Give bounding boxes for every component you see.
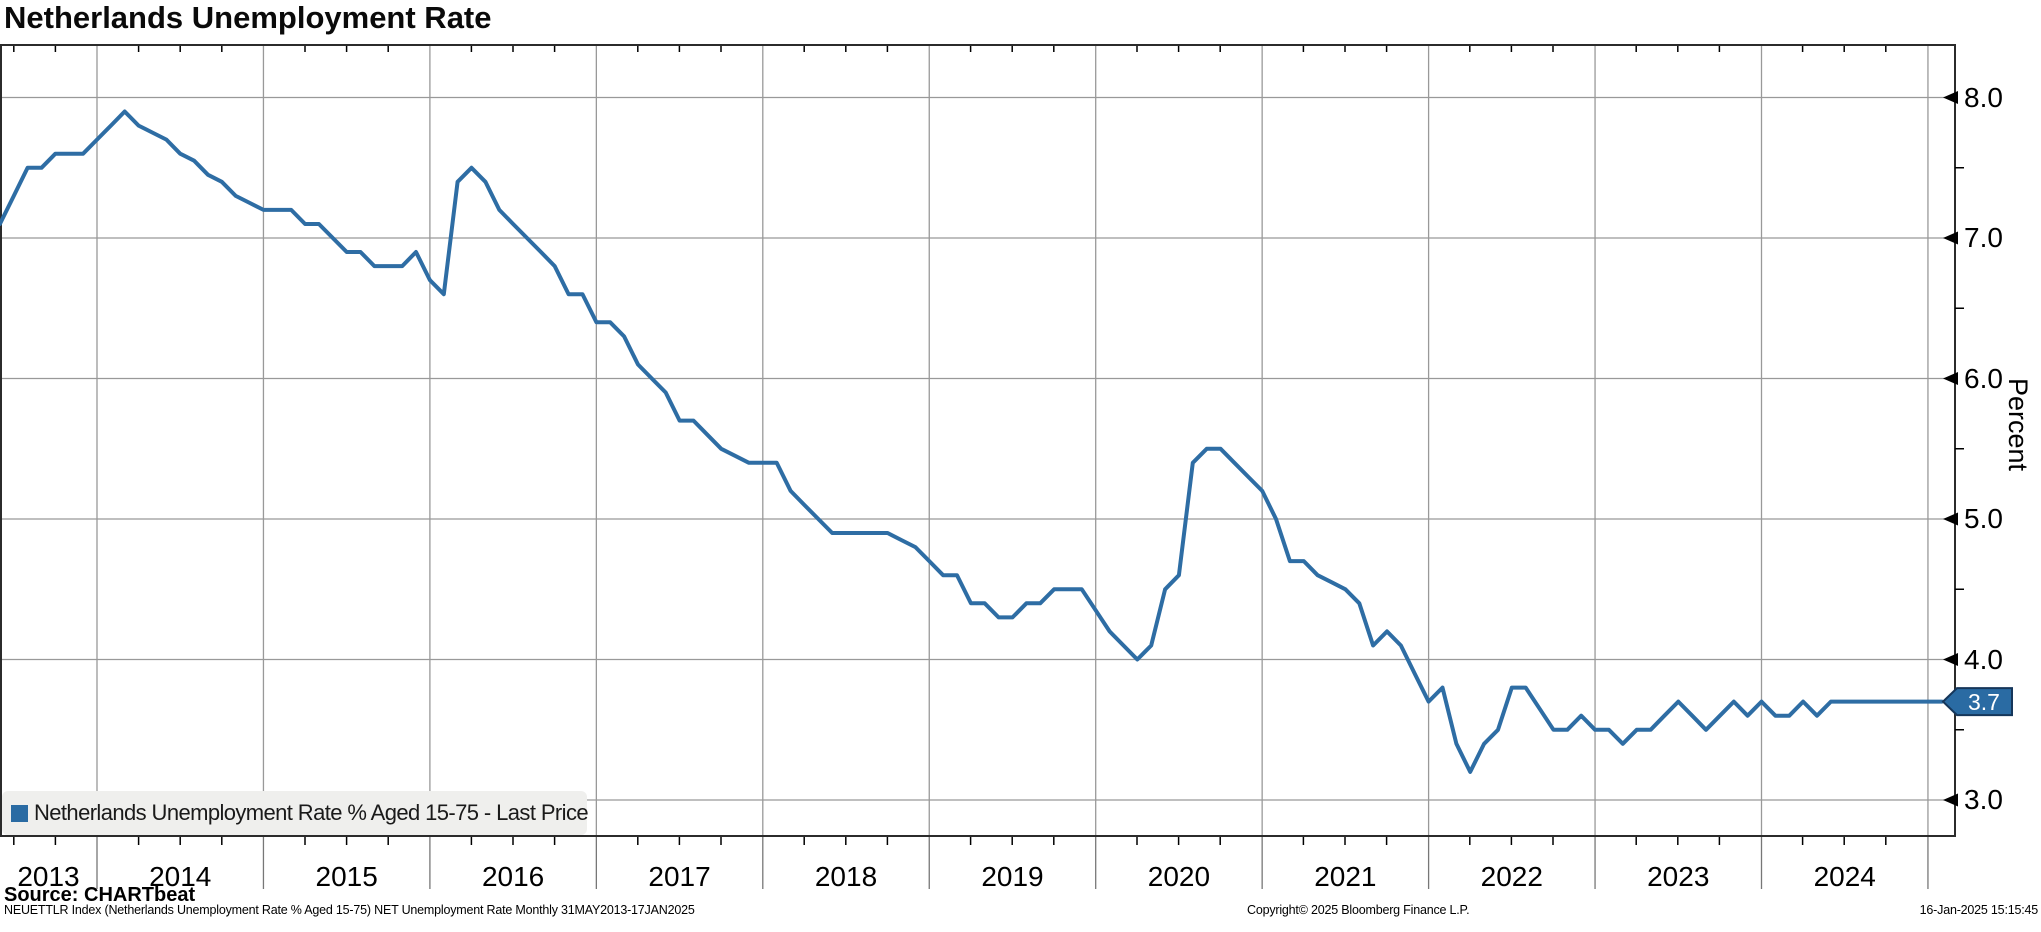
x-axis-year-label: 2023 <box>1647 861 1710 892</box>
x-axis-year-label: 2015 <box>315 861 378 892</box>
y-axis-tick-arrow-icon <box>1943 512 1958 526</box>
y-axis-tick-label: 7.0 <box>1964 222 2003 253</box>
x-axis-year-label: 2017 <box>648 861 711 892</box>
footer-copyright: Copyright© 2025 Bloomberg Finance L.P. <box>1247 903 1470 917</box>
y-axis-tick-label: 4.0 <box>1964 643 2003 675</box>
x-axis-year-label: 2020 <box>1147 861 1211 892</box>
y-axis-tick-label: 3.0 <box>1964 784 2003 815</box>
plot-border <box>0 44 1956 837</box>
legend-series-label: Netherlands Unemployment Rate % Aged 15-… <box>34 800 589 825</box>
source-label: Source: CHARTbeat <box>4 884 196 906</box>
y-axis-tick-arrow-icon <box>1943 91 1958 104</box>
y-axis-tick-arrow-icon <box>1943 653 1958 666</box>
last-price-badge: 3.7 <box>1968 688 2000 715</box>
x-axis-year-label: 2024 <box>1813 861 1876 892</box>
x-axis-year-label: 2022 <box>1480 861 1543 892</box>
y-axis-tick-label: 8.0 <box>1964 81 2003 113</box>
footer-ticker-description: NEUETTLR Index (Netherlands Unemployment… <box>4 903 695 917</box>
y-axis-tick-arrow-icon <box>1943 231 1958 245</box>
x-axis-year-label: 2018 <box>814 861 878 892</box>
legend-box[interactable]: Netherlands Unemployment Rate % Aged 15-… <box>2 791 589 835</box>
x-axis-year-label: 2021 <box>1314 861 1377 892</box>
y-axis-tick-arrow-icon <box>1943 793 1958 807</box>
legend-series-marker-icon <box>11 804 28 822</box>
x-axis-year-label: 2014 <box>149 861 212 892</box>
page-title: Netherlands Unemployment Rate <box>4 0 492 35</box>
y-axis-tick-label: 5.0 <box>1964 503 2003 534</box>
y-axis-title: Percent <box>2003 378 2033 472</box>
x-axis-year-label: 2016 <box>481 861 545 892</box>
footer-timestamp: 16-Jan-2025 15:15:45 <box>1919 903 2039 917</box>
x-axis-year-label: 2019 <box>981 861 1044 892</box>
y-axis-tick-label: 6.0 <box>1964 362 2003 394</box>
last-price-badge-shape <box>1941 687 2013 717</box>
unemployment-rate-line[interactable] <box>0 109 1944 774</box>
x-axis-year-label: 2013 <box>17 861 80 892</box>
y-axis-tick-arrow-icon <box>1943 372 1958 385</box>
